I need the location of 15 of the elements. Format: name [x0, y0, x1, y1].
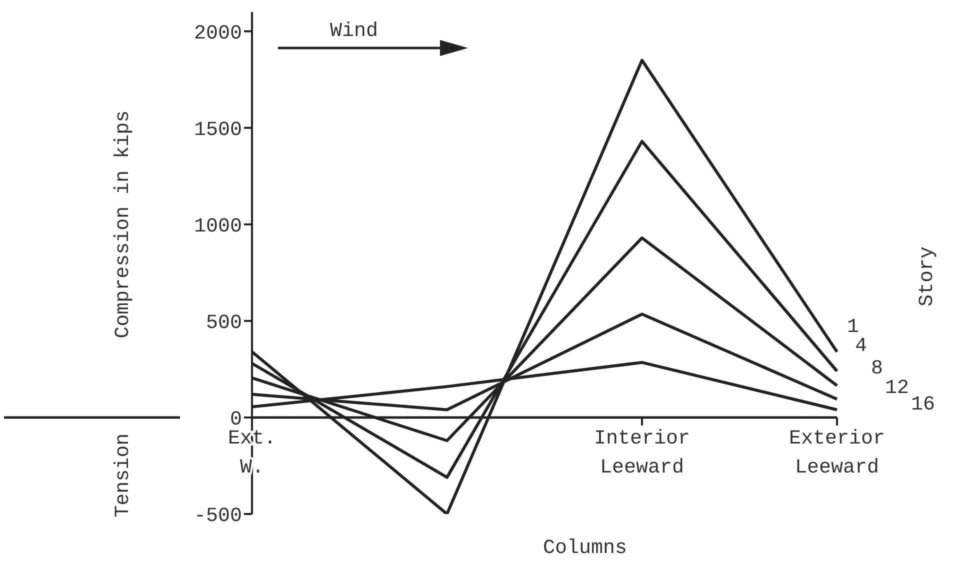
- legend-title: Story: [916, 246, 939, 307]
- x-tick-label: Interior Leeward: [594, 427, 690, 480]
- y-tick-label: 500: [206, 312, 242, 336]
- y-tick-label: 1000: [194, 215, 242, 238]
- y-tick-label: 2000: [194, 22, 242, 46]
- text: 16: [911, 394, 936, 417]
- series-label: 8: [871, 358, 884, 381]
- x-tick-label: Exterior Leeward: [788, 427, 886, 480]
- text: 12: [885, 377, 910, 400]
- y-axis-title: Compression in kips: [112, 110, 135, 338]
- y-tick-label: 1500: [194, 118, 242, 142]
- annotation: Wind: [330, 20, 378, 43]
- text: Tension: [112, 433, 135, 518]
- y-tick-label: -500: [194, 505, 242, 528]
- x-axis-title: Columns: [542, 537, 628, 560]
